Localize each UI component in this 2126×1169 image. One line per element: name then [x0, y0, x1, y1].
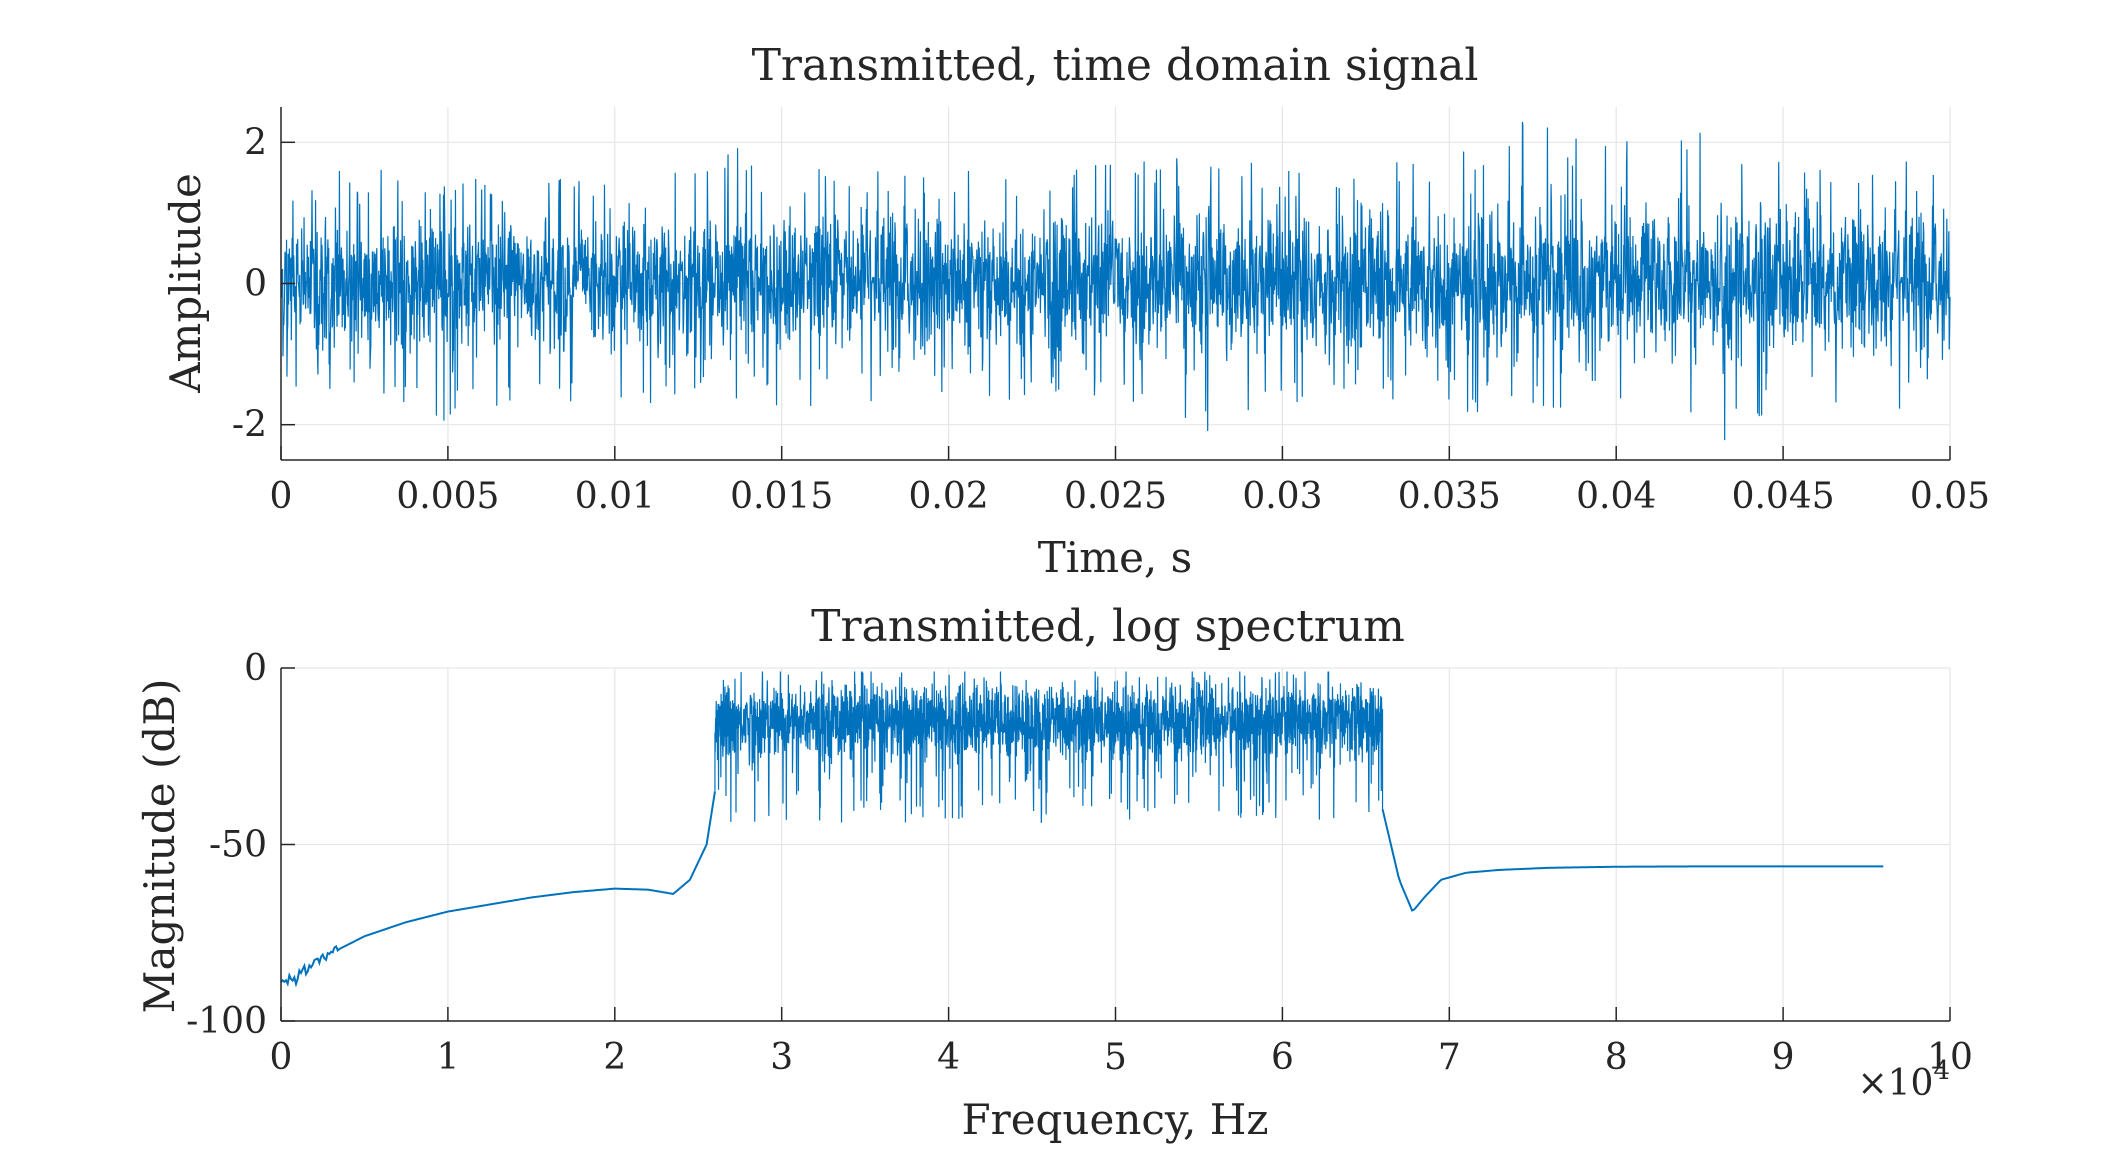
time-domain-title: Transmitted, time domain signal: [752, 40, 1479, 91]
x-tick-label: 7: [1438, 1037, 1461, 1078]
time-domain-x-axis-label: Time, s: [1038, 533, 1192, 582]
x-tick-label: 0.03: [1242, 476, 1322, 517]
x-tick-label: 4: [937, 1037, 960, 1078]
x-tick-label: 2: [603, 1037, 626, 1078]
x-tick-label: 0.045: [1732, 476, 1835, 517]
x-tick-label: 0.005: [396, 476, 499, 517]
x-tick-label: 5: [1104, 1037, 1127, 1078]
x-tick-label: 0.05: [1910, 476, 1990, 517]
x-tick-label: 0.025: [1064, 476, 1167, 517]
x-tick-label: 0.01: [575, 476, 655, 517]
x-multiplier-exponent: 4: [1933, 1056, 1950, 1086]
y-tick-label: 0: [244, 264, 267, 305]
x-tick-label: 3: [770, 1037, 793, 1078]
log-spectrum-y-axis-label: Magnitude (dB): [135, 679, 184, 1014]
x-tick-label: 0.04: [1576, 476, 1656, 517]
x-tick-label: 6: [1271, 1037, 1294, 1078]
x-tick-label: 0.02: [909, 476, 989, 517]
x-multiplier-base: ×10: [1857, 1063, 1933, 1104]
log-spectrum-title: Transmitted, log spectrum: [811, 601, 1405, 652]
y-tick-label: 2: [244, 122, 267, 163]
x-tick-label: 9: [1772, 1037, 1795, 1078]
x-tick-label: 0: [270, 1037, 293, 1078]
y-tick-label: -50: [209, 825, 267, 866]
x-tick-label: 8: [1605, 1037, 1628, 1078]
log-spectrum-x-axis-label: Frequency, Hz: [961, 1095, 1268, 1144]
time-domain-y-axis-label: Amplitude: [161, 173, 210, 394]
y-tick-label: -2: [232, 405, 267, 446]
y-tick-label: -100: [186, 1001, 267, 1042]
x-tick-label: 1: [436, 1037, 459, 1078]
x-tick-label: 0: [270, 476, 293, 517]
y-tick-label: 0: [244, 648, 267, 689]
x-tick-label: 0.035: [1398, 476, 1501, 517]
x-tick-label: 0.015: [730, 476, 833, 517]
